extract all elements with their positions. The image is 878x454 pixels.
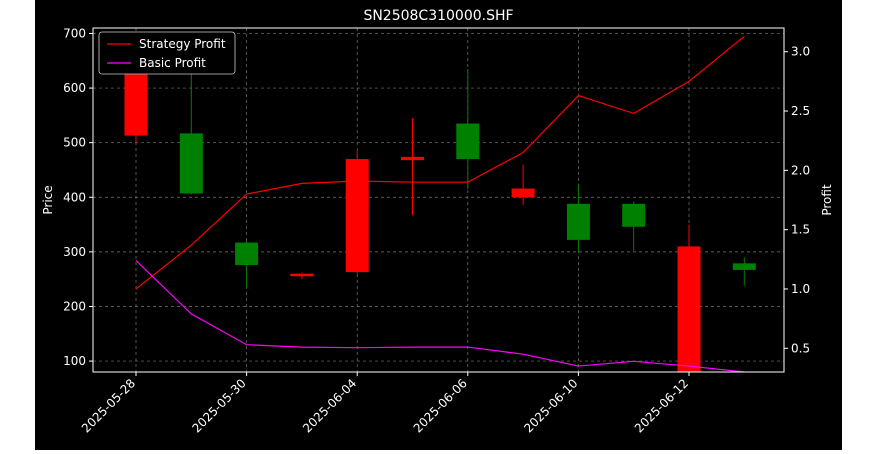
y-tick-label-left: 300 xyxy=(63,245,86,259)
chart-title: SN2508C310000.SHF xyxy=(363,8,513,24)
strategy-profit-line xyxy=(135,35,745,290)
candle-body xyxy=(345,159,369,273)
candle xyxy=(511,164,535,205)
x-tick-label: 2025-06-06 xyxy=(411,376,470,435)
basic-profit-line xyxy=(135,260,745,373)
candle-body xyxy=(235,242,259,265)
y-tick-label-left: 400 xyxy=(63,190,86,204)
legend-label: Basic Profit xyxy=(139,56,206,70)
y-axis-label-left: Price xyxy=(41,185,55,214)
candle-body xyxy=(622,203,646,227)
candle-body xyxy=(456,123,480,160)
candle-body xyxy=(290,273,314,277)
y-tick-label-left: 600 xyxy=(63,81,86,95)
legend: Strategy Profit Basic Profit xyxy=(98,31,236,75)
candle xyxy=(732,257,756,286)
y-tick-label-right: 1.0 xyxy=(791,282,810,296)
candle-body xyxy=(677,246,701,372)
candle xyxy=(622,201,646,251)
y-tick-label-right: 0.5 xyxy=(791,341,810,355)
y-tick-label-left: 200 xyxy=(63,299,86,313)
candle xyxy=(401,118,424,216)
candlestick-chart: 100 200 300 400 500 600 700 0.5 1.0 1.5 2.0 2.5 3.0 2… xyxy=(41,8,834,435)
candle-body xyxy=(566,203,590,240)
candle-body xyxy=(401,156,424,161)
y-tick-label-right: 3.0 xyxy=(791,45,810,59)
y-tick-label-left: 700 xyxy=(63,26,86,40)
candles xyxy=(124,68,756,372)
candle xyxy=(179,71,203,195)
x-tick-label: 2025-06-12 xyxy=(632,376,691,435)
chart-figure: 100 200 300 400 500 600 700 0.5 1.0 1.5 2.0 2.5 3.0 2… xyxy=(35,0,842,450)
y-axis-label-right: Profit xyxy=(820,184,834,216)
y-tick-label-right: 1.5 xyxy=(791,223,810,237)
x-tick-label: 2025-06-04 xyxy=(300,376,359,435)
y-tick-label-right: 2.5 xyxy=(791,104,810,118)
x-tick-label: 2025-05-28 xyxy=(79,376,138,435)
y-tick-label-right: 2.0 xyxy=(791,163,810,177)
y-tick-label-left: 100 xyxy=(63,354,86,368)
x-tick-label: 2025-05-30 xyxy=(190,376,249,435)
candle xyxy=(677,224,701,372)
legend-box xyxy=(98,31,236,75)
candle xyxy=(124,71,148,143)
x-tick-label: 2025-06-10 xyxy=(521,376,580,435)
candle xyxy=(290,272,314,280)
candle-body xyxy=(732,263,756,270)
candle xyxy=(235,240,259,290)
candle-body xyxy=(179,133,203,194)
candle-body xyxy=(511,188,535,198)
profit-lines xyxy=(135,35,745,373)
candle-body xyxy=(124,74,148,136)
candle xyxy=(345,150,369,274)
y-tick-label-left: 500 xyxy=(63,136,86,150)
plot-frame xyxy=(92,27,785,373)
candle xyxy=(566,183,590,253)
legend-label: Strategy Profit xyxy=(139,37,226,51)
candle xyxy=(456,68,480,190)
